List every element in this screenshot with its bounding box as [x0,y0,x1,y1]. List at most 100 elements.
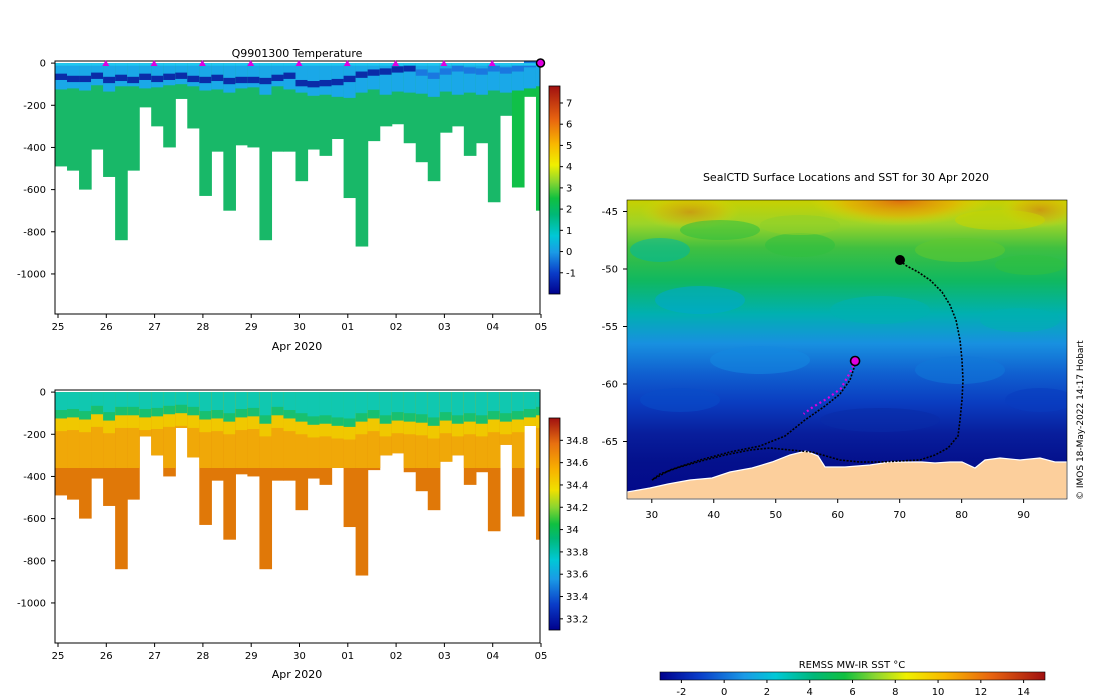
surface-layer [475,63,489,95]
sst-colorbar-tick-label: 6 [849,687,855,698]
surface-skin [223,63,236,66]
deep-warm-layer [511,63,525,188]
y-tick-label: 0 [40,59,46,70]
salinity-profile [463,392,477,485]
surface-skin [115,63,128,66]
map-y-axis: -45 -50 -55 -60 -65 [602,207,627,448]
sst-field [627,200,1067,499]
sst-colorbar-tick-label: 2 [764,687,770,698]
colorbar-tick-label: 34.8 [566,436,588,447]
x-tick-label: 04 [486,651,499,662]
sst-eddy [710,346,810,374]
x-tick-label: 02 [390,651,403,662]
salinity-profile [487,392,501,532]
cold-core [247,76,261,84]
map-x-axis: 30 40 50 60 70 80 90 [645,499,1030,521]
surface-fresh-layer [511,392,525,412]
surface-layer [379,63,393,95]
x-tick-label: 01 [341,322,354,333]
map-x-tick-label: 40 [707,510,720,521]
salinity-profile [355,392,369,576]
salinity-profile [283,392,297,481]
temperature-profile [475,63,489,144]
sst-colorbar-tick-label: -2 [676,687,686,698]
sst-colorbar-tick-label: 12 [974,687,987,698]
cold-core [139,73,152,80]
cold-core [127,76,140,84]
surface-layer [151,63,164,88]
cold-core [295,79,309,87]
cold-core [403,65,417,72]
temperature-y-axis: 0 -200 -400 -600 -800 -1000 [17,59,55,280]
deep-warm-layer [535,63,540,211]
temperature-surface-markers [102,58,546,68]
colorbar-tick-label: 34.6 [566,458,588,469]
temperature-profile [223,63,236,211]
surface-layer [367,63,381,90]
surface-fresh-layer [259,392,273,416]
salinity-profile [499,392,513,445]
cold-core [307,81,321,88]
surface-fresh-layer [451,392,465,416]
salinity-profile [343,392,357,528]
salinity-colorbar-ticks: 33.2 33.4 33.6 33.8 34 34.2 34.4 34.6 34.8 [560,436,588,625]
surface-fresh-layer [475,392,489,416]
colorbar-tick-label: 34.2 [566,503,588,514]
surface-fresh-layer [91,392,104,406]
surface-fresh-layer [67,392,80,409]
surface-fresh-layer [139,392,152,409]
sst-colorbar-ticks: -2 0 2 4 6 8 10 12 14 [676,680,1030,698]
sst-colorbar-label: REMSS MW-IR SST °C [799,660,906,671]
surface-skin [307,63,321,66]
surface-layer [523,63,537,89]
sst-eddy [765,233,835,257]
temperature-x-axis: 25 26 27 28 29 30 01 02 03 04 05 [52,314,547,333]
surface-fresh-layer [307,392,321,417]
salinity-profile [403,392,417,473]
sst-map [627,200,1067,499]
x-tick-label: 29 [245,651,258,662]
x-tick-label: 28 [197,651,210,662]
map-x-tick-label: 90 [1017,510,1030,521]
surface-skin [295,63,309,66]
x-tick-label: 03 [438,322,451,333]
surface-skin [151,63,164,66]
surface-skin [67,63,80,66]
salinity-profile [427,392,441,511]
deep-warm-layer [127,63,140,171]
surface-fresh-layer [487,392,501,412]
y-tick-label: 0 [40,388,46,399]
cold-core [103,76,116,84]
surface-fresh-layer [127,392,140,407]
map-x-tick-label: 50 [769,510,782,521]
cold-core [355,71,369,78]
salinity-profile [199,392,212,525]
deep-warm-layer [259,63,273,241]
surface-skin [283,63,297,66]
temperature-profile [235,63,248,146]
salinity-profile [103,392,116,506]
sst-colorbar-tick-label: 8 [892,687,898,698]
surface-skin [259,63,273,66]
salinity-profile [295,392,309,511]
surface-fresh-layer [415,392,429,415]
surface-fresh-layer [439,392,453,413]
seal-haulout-cluster [895,255,905,265]
colorbar-tick-label: 0 [566,247,572,258]
salinity-profile [511,392,525,517]
temperature-profile [319,63,333,156]
map-credit: © IMOS 18-May-2022 14:17 Hobart [1076,340,1086,500]
surface-skin [175,63,188,66]
cold-core [67,75,80,83]
salinity-profile [115,392,128,570]
x-tick-label: 30 [293,322,306,333]
surface-skin [403,63,417,66]
salinity-profile [79,392,92,519]
surface-skin [199,63,212,66]
temperature-profile [211,63,224,152]
cold-core [367,69,381,76]
temperature-plot-frame [54,60,541,315]
surface-fresh-layer [403,392,417,414]
surface-skin [91,63,104,66]
sst-eddy [995,255,1065,275]
